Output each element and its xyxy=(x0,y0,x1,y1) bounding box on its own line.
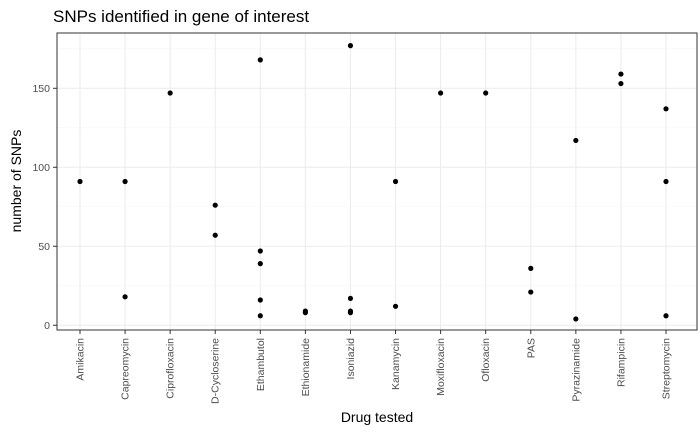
data-point xyxy=(528,265,534,271)
y-tick-label: 150 xyxy=(32,83,50,95)
x-tick-label: Amikacin xyxy=(75,338,87,381)
x-tick-label: Ciprofloxacin xyxy=(165,338,177,399)
x-tick-label: Ethionamide xyxy=(300,338,312,397)
data-point xyxy=(257,297,263,303)
grid-layer xyxy=(57,33,697,330)
data-point xyxy=(438,90,444,96)
data-point xyxy=(573,137,579,144)
data-point xyxy=(302,310,308,316)
plot-panel-border xyxy=(56,32,698,331)
data-point xyxy=(483,90,489,96)
data-point xyxy=(392,303,399,309)
y-tick-label: 100 xyxy=(32,162,50,174)
data-point xyxy=(618,71,624,77)
data-point xyxy=(167,90,173,96)
x-tick-label: Pyrazinamide xyxy=(570,338,582,402)
chart-title: SNPs identified in gene of interest xyxy=(53,7,309,26)
y-axis-title: number of SNPs xyxy=(8,130,24,233)
data-point xyxy=(212,202,218,208)
x-tick-label: Capreomycin xyxy=(120,338,132,400)
data-point xyxy=(257,313,263,319)
x-tick-label: Streptomycin xyxy=(661,338,673,399)
data-point xyxy=(663,313,669,319)
data-point xyxy=(122,178,128,185)
data-point xyxy=(528,289,534,295)
data-point xyxy=(257,248,263,254)
data-point xyxy=(77,178,83,185)
x-tick-label: Kanamycin xyxy=(390,338,402,390)
x-tick-label: PAS xyxy=(525,338,537,358)
data-point xyxy=(347,43,354,49)
x-tick-label: Ethambutol xyxy=(255,338,267,391)
data-point xyxy=(663,178,669,185)
x-tick-label: Moxifloxacin xyxy=(435,338,447,396)
data-point xyxy=(392,178,399,185)
data-point xyxy=(212,232,218,238)
data-point xyxy=(573,316,579,322)
data-point xyxy=(122,294,128,300)
data-point xyxy=(257,57,263,63)
y-tick-label: 0 xyxy=(44,320,50,332)
x-tick-label: Isoniazid xyxy=(345,338,357,380)
x-tick-label: Ofloxacin xyxy=(480,338,492,382)
y-tick-label: 50 xyxy=(38,241,50,253)
data-point xyxy=(347,295,354,302)
x-tick-label: Rifampicin xyxy=(615,338,627,387)
x-axis: Amikacin Capreomycin Ciprofloxacin D-Cyclos… xyxy=(75,330,673,404)
x-tick-label: D-Cycloserine xyxy=(210,338,222,404)
data-point xyxy=(257,261,263,267)
data-point xyxy=(618,80,624,87)
data-point xyxy=(347,310,354,316)
points-layer xyxy=(77,43,669,322)
x-axis-title: Drug tested xyxy=(341,409,413,425)
data-point xyxy=(663,106,669,112)
y-axis: 0 50 100 150 xyxy=(32,83,57,332)
